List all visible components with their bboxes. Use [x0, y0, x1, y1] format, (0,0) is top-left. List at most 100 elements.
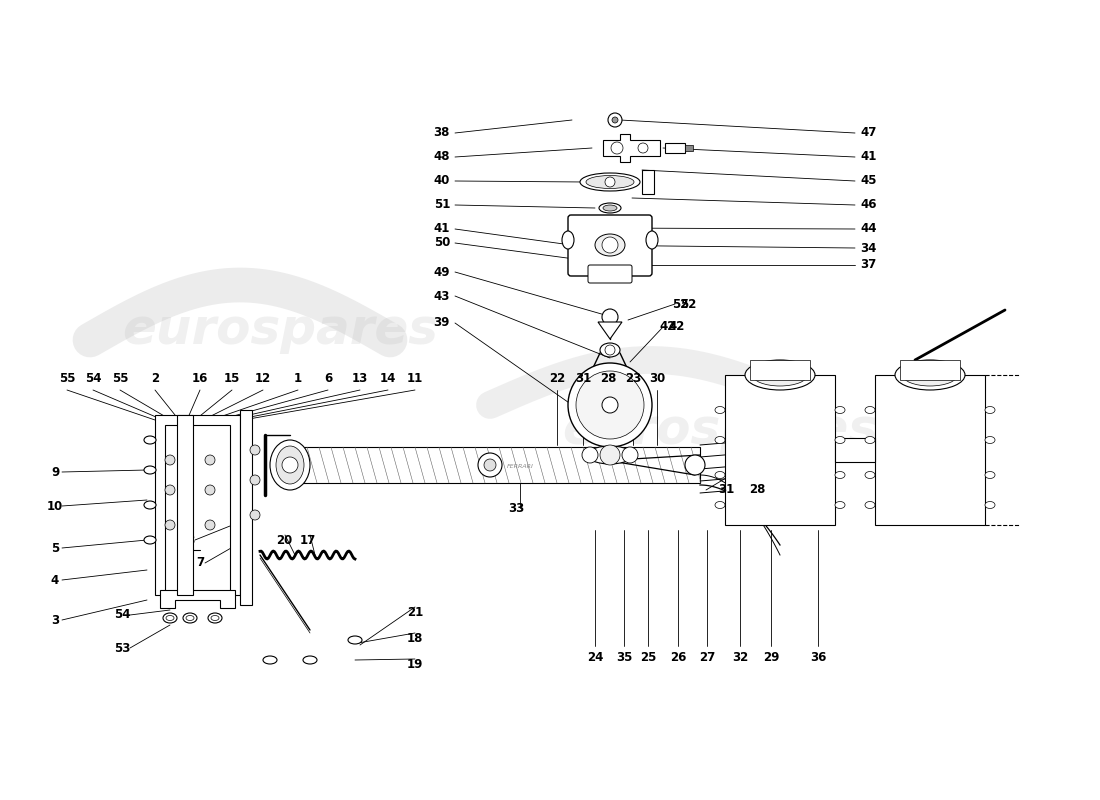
Text: 52: 52: [680, 298, 696, 310]
Text: 54: 54: [85, 372, 101, 385]
Text: 6: 6: [323, 372, 332, 385]
Text: 4: 4: [51, 574, 59, 586]
Text: 31: 31: [575, 372, 591, 385]
Ellipse shape: [646, 231, 658, 249]
Circle shape: [582, 447, 598, 463]
Bar: [290, 447, 700, 483]
Circle shape: [638, 143, 648, 153]
Text: 21: 21: [407, 606, 424, 618]
Text: 43: 43: [433, 290, 450, 302]
Text: 36: 36: [810, 651, 826, 664]
Text: 28: 28: [600, 372, 616, 385]
Text: 29: 29: [762, 651, 779, 664]
Circle shape: [608, 113, 622, 127]
Ellipse shape: [163, 613, 177, 623]
Text: 22: 22: [549, 372, 565, 385]
Text: 47: 47: [860, 126, 877, 139]
Polygon shape: [177, 415, 192, 595]
Bar: [642, 170, 654, 194]
Text: 31: 31: [718, 483, 734, 496]
Ellipse shape: [984, 471, 996, 478]
Circle shape: [576, 371, 643, 439]
FancyBboxPatch shape: [568, 215, 652, 276]
Text: 35: 35: [616, 651, 632, 664]
Ellipse shape: [835, 502, 845, 509]
Ellipse shape: [715, 406, 725, 414]
Ellipse shape: [595, 234, 625, 256]
Bar: [725, 375, 835, 525]
Circle shape: [250, 445, 260, 455]
Bar: [874, 375, 984, 525]
Text: 39: 39: [433, 317, 450, 330]
Ellipse shape: [835, 471, 845, 478]
Bar: [900, 360, 960, 380]
Text: 42: 42: [668, 321, 684, 334]
FancyBboxPatch shape: [588, 265, 632, 283]
Ellipse shape: [263, 656, 277, 664]
Circle shape: [602, 397, 618, 413]
Ellipse shape: [603, 205, 617, 211]
Ellipse shape: [715, 502, 725, 509]
Text: 32: 32: [732, 651, 748, 664]
Circle shape: [165, 455, 175, 465]
Text: 10: 10: [47, 499, 63, 513]
Ellipse shape: [865, 437, 874, 443]
Text: 20: 20: [276, 534, 293, 546]
Text: 11: 11: [407, 372, 424, 385]
Ellipse shape: [302, 656, 317, 664]
Text: 53: 53: [113, 642, 130, 654]
Text: 49: 49: [433, 266, 450, 278]
Text: FERRARI: FERRARI: [507, 465, 534, 470]
Text: 2: 2: [151, 372, 160, 385]
Text: 7: 7: [196, 557, 205, 570]
Ellipse shape: [895, 360, 965, 390]
Ellipse shape: [276, 446, 304, 484]
Circle shape: [205, 455, 214, 465]
Bar: [240, 410, 252, 605]
Ellipse shape: [144, 436, 156, 444]
Circle shape: [605, 345, 615, 355]
Ellipse shape: [586, 175, 634, 189]
Text: 26: 26: [670, 651, 686, 664]
Text: 25: 25: [640, 651, 657, 664]
Bar: [835, 438, 874, 462]
Text: eurospares: eurospares: [122, 306, 438, 354]
Text: 44: 44: [860, 222, 877, 235]
Bar: [666, 143, 685, 153]
Ellipse shape: [984, 502, 996, 509]
Circle shape: [165, 485, 175, 495]
Ellipse shape: [562, 231, 574, 249]
Circle shape: [612, 117, 618, 123]
Text: 28: 28: [749, 483, 766, 496]
Ellipse shape: [348, 636, 362, 644]
Text: 46: 46: [860, 198, 877, 211]
Text: 34: 34: [860, 242, 877, 254]
Ellipse shape: [865, 406, 874, 414]
Circle shape: [610, 142, 623, 154]
Ellipse shape: [715, 437, 725, 443]
Text: 16: 16: [191, 372, 208, 385]
Text: 54: 54: [113, 609, 130, 622]
Text: 41: 41: [433, 222, 450, 235]
Ellipse shape: [752, 364, 807, 386]
Text: 51: 51: [433, 198, 450, 211]
Ellipse shape: [580, 173, 640, 191]
Text: 37: 37: [860, 258, 877, 271]
Ellipse shape: [208, 613, 222, 623]
Ellipse shape: [270, 440, 310, 490]
Ellipse shape: [587, 446, 632, 464]
Text: 41: 41: [860, 150, 877, 163]
Text: 17: 17: [300, 534, 316, 546]
Ellipse shape: [600, 343, 620, 357]
Bar: [750, 360, 810, 380]
Text: 24: 24: [586, 651, 603, 664]
Ellipse shape: [715, 471, 725, 478]
Circle shape: [250, 475, 260, 485]
Ellipse shape: [590, 368, 630, 376]
Ellipse shape: [984, 406, 996, 414]
Bar: [685, 145, 693, 151]
Text: 23: 23: [625, 372, 641, 385]
Ellipse shape: [166, 615, 174, 621]
Circle shape: [568, 363, 652, 447]
Circle shape: [602, 237, 618, 253]
